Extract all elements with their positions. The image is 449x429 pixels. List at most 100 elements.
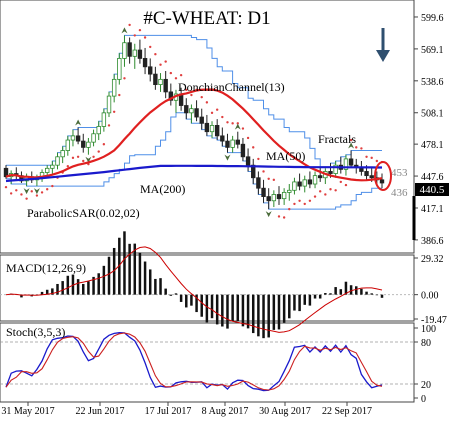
fractal-up-icon [348, 142, 355, 149]
psar-dot [267, 177, 270, 180]
signal-highlight-ellipse [374, 161, 392, 191]
psar-dot [293, 202, 296, 206]
stoch-tick-label: 80 [421, 338, 431, 349]
candle-body [55, 156, 60, 166]
fractals [23, 27, 355, 218]
fractal-down-icon [265, 211, 272, 218]
psar-dot [226, 121, 229, 124]
candle-body [251, 164, 256, 179]
psar-dot [252, 146, 255, 149]
psar-dot [30, 190, 33, 193]
psar-dot [205, 101, 209, 104]
macd-tick-label: 0.00 [421, 291, 439, 302]
candle-body [91, 133, 96, 143]
psar-dot [169, 71, 173, 75]
psar-dot [174, 77, 178, 80]
candle-body [60, 150, 65, 158]
price-tick-label: 538.6 [421, 77, 444, 88]
donchian-lower [6, 112, 382, 210]
psar-dot [118, 93, 121, 97]
stoch-label: Stoch(3,5,3) [6, 325, 65, 339]
candle-body [184, 105, 189, 114]
candle-body [81, 140, 86, 148]
psar-dot [288, 207, 291, 211]
fractal-down-icon [33, 188, 40, 195]
current-price-box [415, 183, 449, 196]
candle-body [312, 175, 318, 185]
fractal-up-icon [234, 123, 241, 130]
candle-body [96, 126, 101, 135]
fractals-label: Fractals [318, 132, 356, 146]
psar-dot [355, 146, 358, 149]
macd-signal-line [5, 246, 383, 333]
psar-dot [308, 199, 312, 202]
fractal-down-icon [85, 156, 92, 163]
candle-body [111, 78, 117, 97]
psar-dot [339, 180, 342, 184]
candle-body [86, 141, 91, 148]
candle-body [70, 135, 76, 141]
donchian-channel [6, 34, 382, 210]
ma200-line [5, 164, 382, 183]
psar-dot [35, 194, 39, 197]
candle-body [379, 179, 385, 184]
candle-body [204, 122, 210, 133]
candle-body [245, 156, 251, 166]
psar-dot [365, 155, 368, 159]
psar-dot [154, 53, 157, 56]
candle-body [137, 49, 143, 59]
level-label-436: 436 [391, 187, 408, 199]
candle-body [189, 108, 194, 114]
candle-body [297, 181, 302, 187]
candle-body [45, 167, 50, 173]
macd-indicator [0, 231, 414, 339]
candle-body [292, 181, 297, 191]
candle-body [168, 91, 174, 101]
moving-averages [5, 88, 383, 183]
psar-dot [107, 124, 111, 127]
x-tick-label: 30 Aug 2017 [259, 406, 311, 417]
psar-dot [370, 156, 373, 160]
candle-body [225, 140, 230, 148]
ma50-line [5, 88, 383, 182]
candle-body [328, 171, 333, 174]
psar-dot [329, 188, 332, 191]
candle-body [106, 95, 112, 114]
ma50-label: MA(50) [266, 149, 305, 163]
candle-body [220, 135, 225, 142]
psar-dot [375, 159, 379, 163]
x-tick-label: 22 Jun 2017 [76, 406, 125, 417]
ma200-label: MA(200) [140, 182, 185, 196]
psar-dot [149, 45, 152, 49]
fractal-up-icon [75, 119, 82, 126]
candle-body [214, 125, 220, 137]
psar-dot [344, 183, 348, 187]
macd-tick-label: -19.47 [421, 315, 447, 326]
psar-dot [298, 199, 301, 202]
axes: 599.6 569.1 538.6 508.1 478.1 447.6 417.1 386.6… [1, 13, 447, 417]
psar-dot [9, 192, 13, 195]
candle-body [348, 158, 354, 166]
psar-dot [246, 136, 250, 140]
psar-dot [349, 138, 353, 142]
price-tick-label: 508.1 [421, 109, 444, 120]
donchian-label: DonchianChannel(13) [178, 80, 285, 94]
candle-body [148, 66, 153, 75]
down-arrow-icon [376, 28, 390, 62]
x-tick-label: 17 Jul 2017 [145, 406, 192, 417]
price-tick-label: 478.1 [421, 140, 444, 151]
price-tick-label: 569.1 [421, 45, 444, 56]
psar-dot [210, 111, 214, 115]
psar-dot [282, 216, 286, 219]
candle-body [122, 42, 127, 59]
psar-dot [4, 185, 8, 189]
candle-body [287, 189, 292, 193]
candle-body [132, 49, 137, 57]
candle-body [163, 78, 168, 93]
candle-body [158, 78, 163, 85]
candle-body [194, 108, 199, 118]
psar-dot [97, 150, 100, 153]
psar-dot [272, 178, 276, 182]
stoch-d-line [5, 332, 383, 391]
psar-dot [133, 34, 136, 37]
